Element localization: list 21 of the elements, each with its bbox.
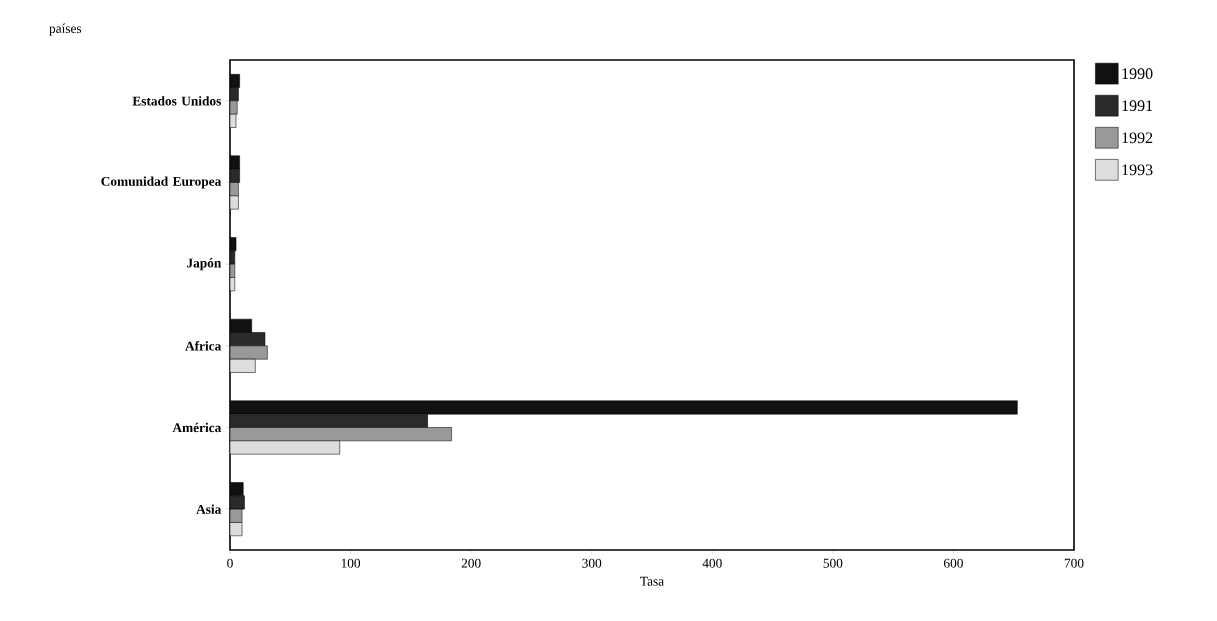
y-tick-label: América	[172, 422, 222, 433]
x-tick-label: 400	[702, 558, 722, 568]
y-axis-title: países	[49, 23, 82, 36]
y-tick-label: Comunidad Europea	[101, 176, 222, 189]
y-tick-label: Estados Unidos	[132, 96, 221, 106]
x-tick-label: 500	[823, 558, 843, 568]
legend-label: 1993	[1122, 164, 1153, 176]
x-tick-label: 600	[944, 558, 963, 568]
x-tick-label: 300	[582, 558, 602, 568]
y-tick-label: Japón	[187, 258, 222, 271]
bar	[230, 440, 340, 455]
x-tick-label: 0	[227, 558, 233, 568]
legend-label: 1992	[1122, 132, 1153, 144]
x-tick-label: 100	[341, 558, 361, 568]
legend-label: 1991	[1122, 100, 1153, 112]
y-tick-label: Africa	[185, 341, 222, 351]
x-axis-title: Tasa	[640, 576, 664, 586]
x-tick-label: 200	[461, 558, 481, 568]
y-tick-label: Asia	[196, 504, 222, 514]
legend-label: 1990	[1122, 68, 1153, 80]
x-tick-label: 700	[1064, 558, 1084, 568]
